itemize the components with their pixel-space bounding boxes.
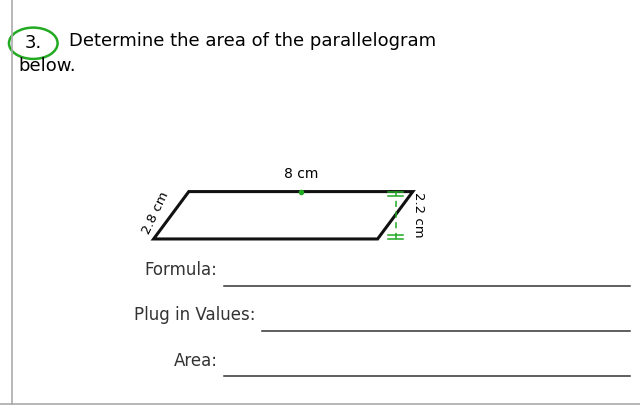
Text: 3.: 3. (25, 34, 42, 52)
Text: 2.8 cm: 2.8 cm (140, 190, 171, 236)
Text: Plug in Values:: Plug in Values: (134, 306, 256, 324)
Text: Formula:: Formula: (145, 261, 218, 279)
Text: below.: below. (18, 57, 76, 75)
Text: Determine the area of the parallelogram: Determine the area of the parallelogram (69, 32, 436, 50)
Text: Area:: Area: (173, 351, 218, 370)
Text: 8 cm: 8 cm (284, 167, 318, 181)
Text: 2.2 cm: 2.2 cm (412, 192, 425, 238)
